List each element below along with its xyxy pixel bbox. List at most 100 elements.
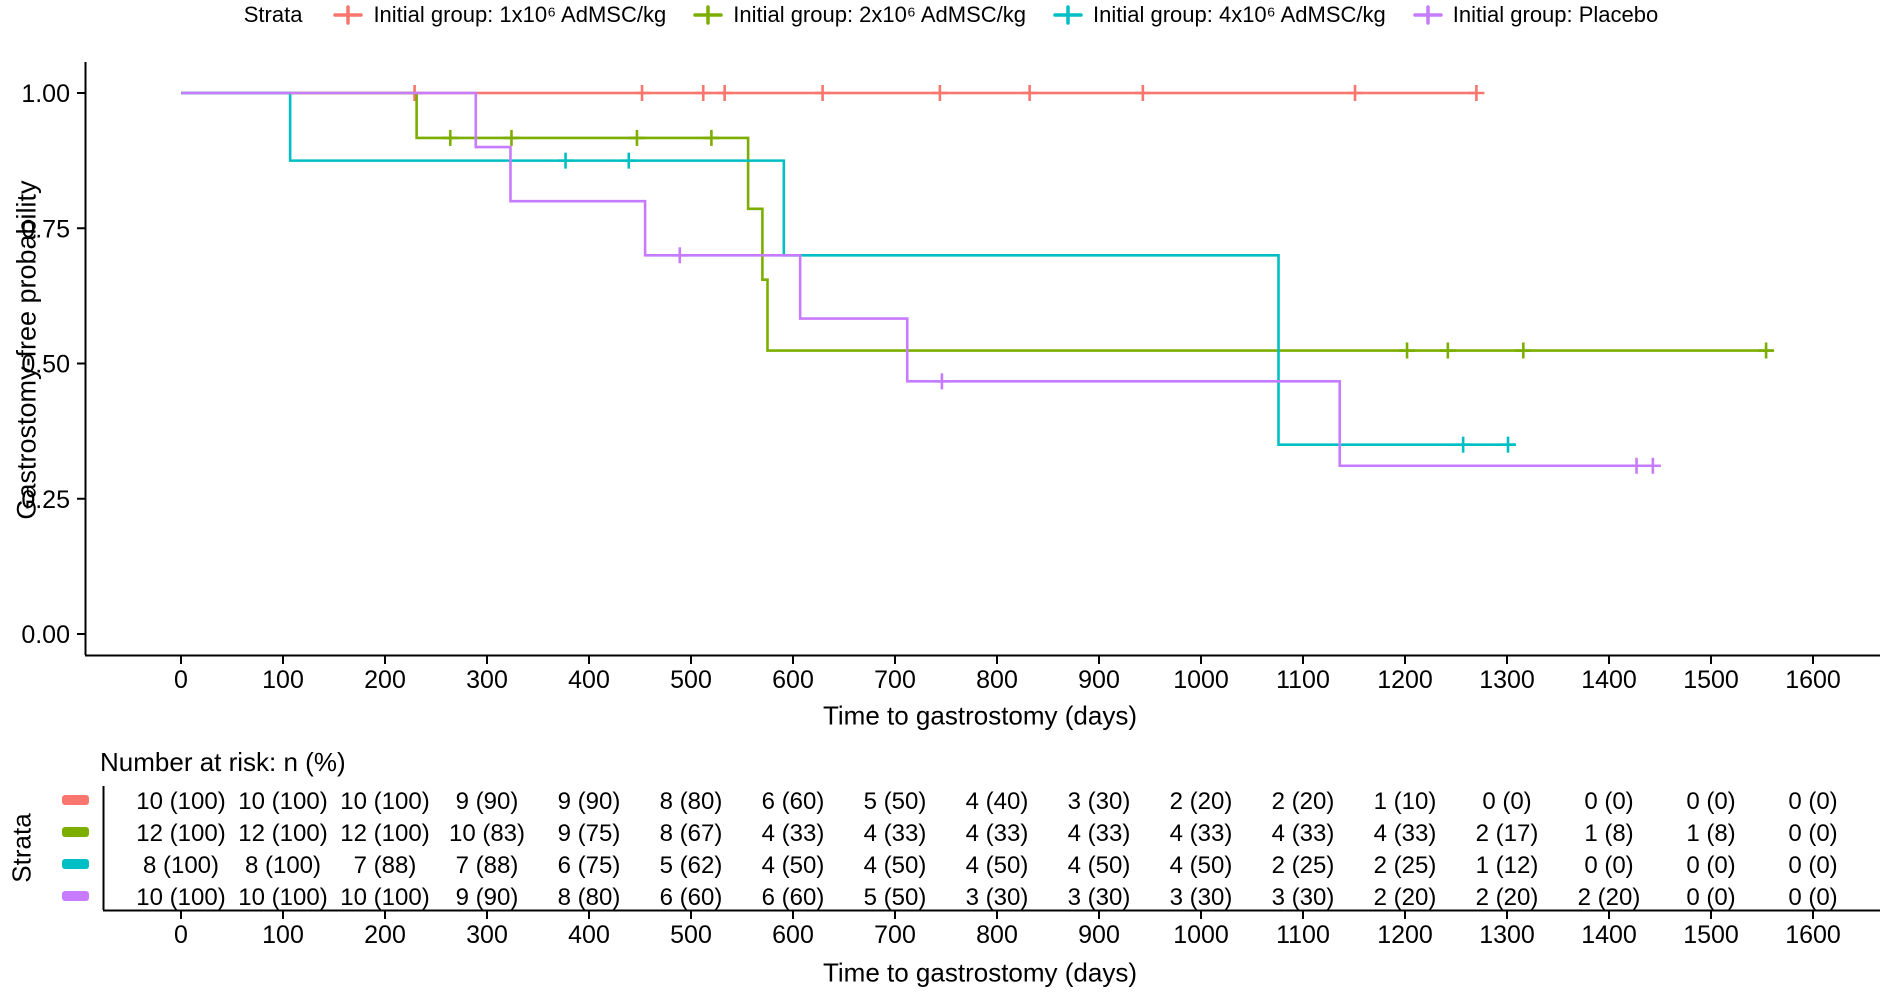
censor-plus-icon [693, 5, 723, 25]
risk-tick-label: 300 [466, 921, 508, 949]
x-tick-label: 600 [772, 666, 814, 694]
x-tick-label: 1000 [1173, 666, 1229, 694]
risk-tick-label: 600 [772, 921, 814, 949]
risk-count: 10 (100) [136, 884, 225, 911]
risk-strata-label: Strata [6, 813, 37, 883]
x-tick-label: 1600 [1785, 666, 1841, 694]
risk-count: 6 (75) [558, 852, 621, 879]
risk-count: 2 (25) [1272, 852, 1335, 879]
risk-count: 1 (12) [1476, 852, 1539, 879]
legend-title: Strata [243, 2, 303, 27]
legend: Strata Initial group: 1x10⁶ AdMSC/kg Ini… [0, 2, 1902, 28]
y-tick-label: 0.00 [21, 621, 70, 649]
legend-item-label: Initial group: 1x10⁶ AdMSC/kg [373, 2, 667, 27]
legend-item-label: Initial group: 2x10⁶ AdMSC/kg [733, 2, 1026, 27]
risk-tick-label: 100 [262, 921, 304, 949]
risk-count: 3 (30) [1068, 788, 1131, 815]
risk-count: 9 (90) [558, 788, 621, 815]
risk-count: 5 (50) [864, 884, 927, 911]
risk-count: 3 (30) [966, 884, 1029, 911]
risk-count: 3 (30) [1068, 884, 1131, 911]
x-tick-label: 1500 [1683, 666, 1739, 694]
legend-item-label: Initial group: 4x10⁶ AdMSC/kg [1093, 2, 1386, 27]
censor-plus-icon [333, 5, 364, 25]
risk-count: 9 (75) [558, 820, 621, 847]
legend-item-placebo: Initial group: Placebo [1412, 2, 1658, 28]
km-curve-1 [181, 91, 1774, 352]
risk-count: 0 (0) [1788, 788, 1837, 815]
x-tick-label: 100 [262, 666, 304, 694]
risk-x-axis-title: Time to gastrostomy (days) [822, 957, 1138, 988]
risk-table-title: Number at risk: n (%) [100, 747, 346, 777]
risk-tick-label: 500 [670, 921, 712, 949]
risk-count: 0 (0) [1584, 852, 1633, 879]
x-tick-label: 1300 [1479, 666, 1535, 694]
risk-table: 0 100 200 300 400 500 600 700 800 900 1000 1100 1200… [62, 786, 1880, 949]
strata-swatch [62, 891, 89, 901]
y-tick-label: 0.25 [21, 486, 70, 514]
risk-tick-label: 800 [976, 921, 1018, 949]
risk-count: 12 (100) [238, 820, 327, 847]
risk-count: 0 (0) [1686, 852, 1735, 879]
strata-swatch [62, 827, 89, 837]
risk-count: 9 (90) [456, 884, 519, 911]
risk-count: 4 (50) [1170, 852, 1233, 879]
censor-plus-icon [1413, 5, 1443, 25]
risk-count: 4 (33) [1170, 820, 1233, 847]
risk-count: 7 (88) [456, 852, 519, 879]
x-tick-label: 300 [466, 666, 508, 694]
risk-count: 10 (100) [340, 884, 429, 911]
risk-count: 4 (33) [1272, 820, 1335, 847]
risk-count: 3 (30) [1170, 884, 1233, 911]
risk-tick-label: 700 [874, 921, 916, 949]
y-tick-label: 0.50 [21, 351, 70, 379]
risk-count: 2 (25) [1374, 852, 1437, 879]
x-tick-label: 1400 [1581, 666, 1637, 694]
risk-count: 2 (20) [1170, 788, 1233, 815]
risk-tick-label: 1200 [1377, 921, 1433, 949]
censor-plus-icon [1053, 5, 1083, 25]
risk-count: 8 (100) [245, 852, 321, 879]
risk-count: 4 (33) [1068, 820, 1131, 847]
risk-count: 2 (17) [1476, 820, 1539, 847]
risk-tick-label: 1600 [1785, 921, 1841, 949]
risk-tick-label: 400 [568, 921, 610, 949]
legend-item-dose1: Initial group: 1x10⁶ AdMSC/kg [332, 2, 666, 28]
risk-count: 4 (50) [966, 852, 1029, 879]
x-tick-label: 1100 [1276, 666, 1330, 694]
legend-item-dose2: Initial group: 2x10⁶ AdMSC/kg [692, 2, 1026, 28]
risk-count: 9 (90) [456, 788, 519, 815]
x-tick-label: 1200 [1377, 666, 1433, 694]
risk-count: 10 (100) [136, 788, 225, 815]
strata-swatch [62, 859, 89, 869]
risk-count: 4 (50) [762, 852, 825, 879]
risk-count: 0 (0) [1788, 884, 1837, 911]
plot-axes: 0 100 200 300 400 500 600 700 800 900 1000 1100 1200… [21, 62, 1880, 694]
risk-count: 8 (80) [558, 884, 621, 911]
risk-count: 4 (33) [864, 820, 927, 847]
legend-item-dose4: Initial group: 4x10⁶ AdMSC/kg [1052, 2, 1386, 28]
risk-count: 5 (50) [864, 788, 927, 815]
x-axis-title: Time to gastrostomy (days) [822, 700, 1138, 731]
risk-count: 10 (100) [238, 788, 327, 815]
x-tick-label: 900 [1078, 666, 1120, 694]
risk-count: 6 (60) [762, 788, 825, 815]
risk-tick-label: 1400 [1581, 921, 1637, 949]
risk-count: 10 (100) [238, 884, 327, 911]
km-curve-2 [181, 91, 1516, 446]
risk-count: 8 (80) [660, 788, 723, 815]
x-tick-label: 400 [568, 666, 610, 694]
risk-count: 7 (88) [354, 852, 417, 879]
y-tick-label: 0.75 [21, 215, 70, 243]
risk-tick-label: 900 [1078, 921, 1120, 949]
x-tick-label: 500 [670, 666, 712, 694]
risk-count: 4 (33) [966, 820, 1029, 847]
x-tick-label: 700 [874, 666, 916, 694]
risk-count: 4 (33) [1374, 820, 1437, 847]
y-tick-label: 1.00 [21, 80, 70, 108]
risk-count: 1 (10) [1374, 788, 1437, 815]
risk-count: 2 (20) [1476, 884, 1539, 911]
risk-count: 6 (60) [762, 884, 825, 911]
x-tick-label: 0 [174, 666, 188, 694]
